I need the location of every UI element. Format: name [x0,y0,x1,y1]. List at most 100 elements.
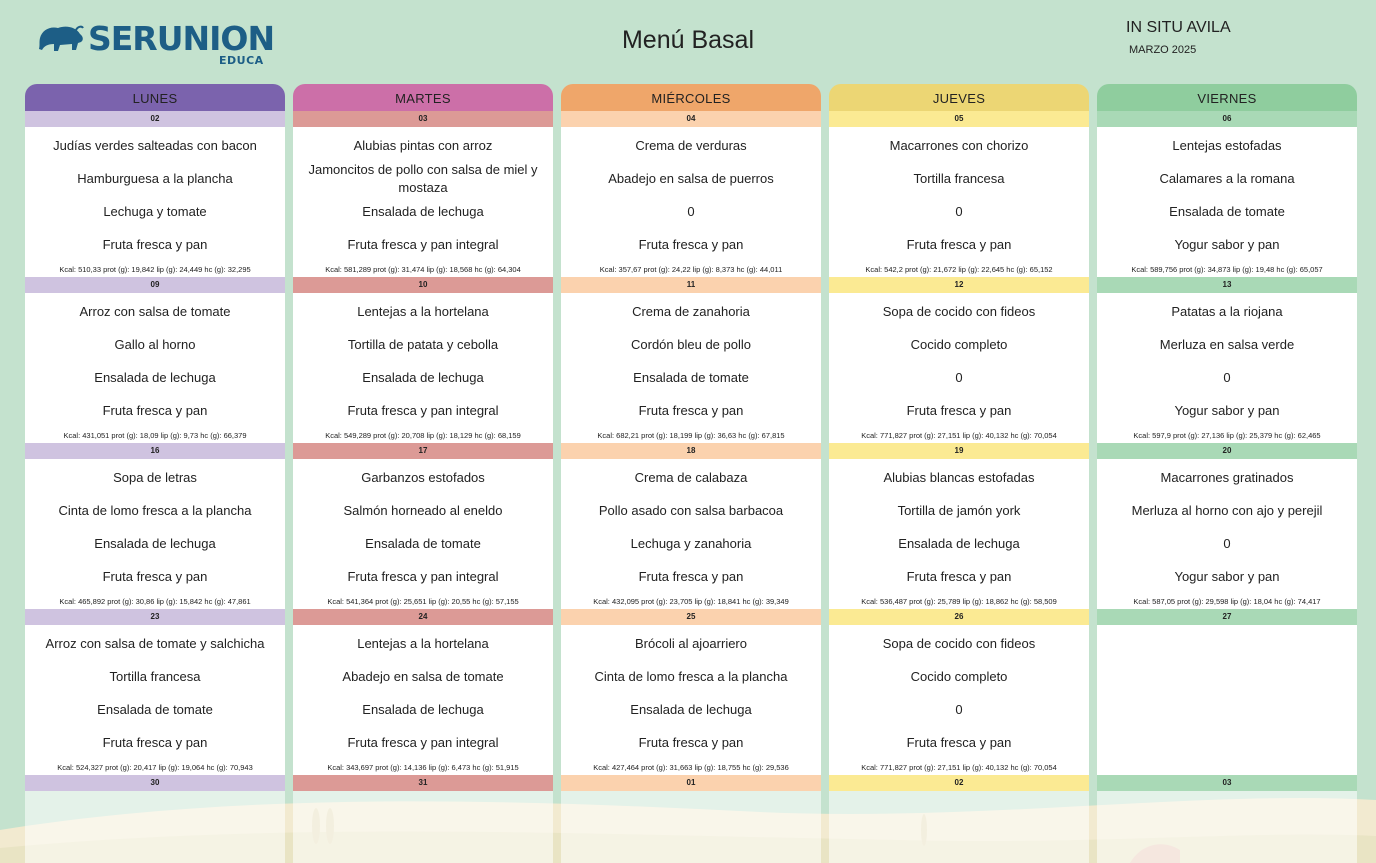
date-label: 13 [1097,277,1357,293]
day-cell: 05 Macarrones con chorizo Tortilla frances… [829,111,1089,277]
day-header: JUEVES [829,84,1089,111]
date-label: 03 [293,111,553,127]
menu-body: Sopa de cocido con fideos Cocido completo… [829,293,1089,443]
nutrition-info: Kcal: 549,289 prot (g): 20,708 lip (g): … [325,431,521,440]
menu-body: Crema de calabaza Pollo asado con salsa b… [561,459,821,609]
side-dish: Ensalada de lechuga [362,702,484,717]
first-course: Alubias blancas estofadas [883,470,1035,485]
side-dish: 0 [955,204,963,219]
first-course: Judías verdes salteadas con bacon [53,138,257,153]
date-label: 02 [829,775,1089,791]
side-dish: Ensalada de lechuga [362,204,484,219]
second-course: Abadejo en salsa de tomate [342,669,504,684]
page-header: SERUNION EDUCA Menú Basal IN SITU AVILA … [0,0,1376,84]
date-label: 01 [561,775,821,791]
second-course: Tortilla de patata y cebolla [347,337,499,352]
menu-body: Garbanzos estofados Salmón horneado al en… [293,459,553,609]
day-cell: 13 Patatas a la riojana Merluza en salsa v… [1097,277,1357,443]
second-course: Calamares a la romana [1159,171,1295,186]
day-cell: 11 Crema de zanahoria Cordón bleu de pollo… [561,277,821,443]
first-course: Sopa de letras [113,470,197,485]
menu-body [25,791,285,863]
dessert: Fruta fresca y pan [102,237,208,252]
month-label: MARZO 2025 [1129,44,1197,56]
nutrition-info: Kcal: 431,051 prot (g): 18,09 lip (g): 9… [63,431,247,440]
first-course: Crema de verduras [635,138,747,153]
dessert: Fruta fresca y pan [102,403,208,418]
menu-body: Alubias pintas con arroz Jamoncitos de po… [293,127,553,277]
date-label: 24 [293,609,553,625]
menu-body [1097,625,1357,775]
menu-body: Patatas a la riojana Merluza en salsa ver… [1097,293,1357,443]
nutrition-info: Kcal: 682,21 prot (g): 18,199 lip (g): 3… [597,431,785,440]
first-course: Lentejas a la hortelana [357,304,489,319]
day-cell: 02 Judías verdes salteadas con bacon Hambu… [25,111,285,277]
side-dish: Ensalada de tomate [365,536,481,551]
side-dish: Ensalada de lechuga [898,536,1020,551]
date-label: 30 [25,775,285,791]
nutrition-info: Kcal: 771,827 prot (g): 27,151 lip (g): … [861,431,1057,440]
side-dish: 0 [1223,536,1231,551]
dessert: Fruta fresca y pan [638,403,744,418]
first-course: Sopa de cocido con fideos [882,304,1036,319]
menu-body [1097,791,1357,863]
date-label: 05 [829,111,1089,127]
menu-body: Macarrones gratinados Merluza al horno co… [1097,459,1357,609]
dessert: Fruta fresca y pan integral [347,735,499,750]
side-dish: Lechuga y tomate [103,204,207,219]
second-course: Cinta de lomo fresca a la plancha [58,503,252,518]
side-dish: Ensalada de lechuga [630,702,752,717]
date-label: 25 [561,609,821,625]
date-label: 19 [829,443,1089,459]
second-course: Salmón horneado al eneldo [343,503,503,518]
nutrition-info: Kcal: 343,697 prot (g): 14,136 lip (g): … [327,763,519,772]
menu-body: Sopa de cocido con fideos Cocido completo… [829,625,1089,775]
first-course: Lentejas a la hortelana [357,636,489,651]
first-course: Crema de calabaza [634,470,748,485]
first-course: Macarrones con chorizo [889,138,1029,153]
second-course: Cordón bleu de pollo [631,337,751,352]
dessert: Yogur sabor y pan [1174,403,1280,418]
side-dish: 0 [1223,370,1231,385]
menu-body: Judías verdes salteadas con bacon Hamburg… [25,127,285,277]
side-dish: Ensalada de lechuga [94,370,216,385]
day-cell: 26 Sopa de cocido con fideos Cocido comple… [829,609,1089,775]
column-miercoles: MIÉRCOLES 04 Crema de verduras Abadejo en … [561,84,821,863]
menu-body: Crema de zanahoria Cordón bleu de pollo En… [561,293,821,443]
date-label: 04 [561,111,821,127]
second-course: Abadejo en salsa de puerros [608,171,774,186]
date-label: 26 [829,609,1089,625]
side-dish: 0 [955,702,963,717]
side-dish: Ensalada de tomate [97,702,213,717]
day-cell: 12 Sopa de cocido con fideos Cocido comple… [829,277,1089,443]
menu-body: Alubias blancas estofadas Tortilla de jam… [829,459,1089,609]
date-label: 03 [1097,775,1357,791]
second-course: Tortilla francesa [913,171,1005,186]
date-label: 20 [1097,443,1357,459]
serunion-logo: SERUNION EDUCA [36,20,276,70]
bison-icon [39,25,84,51]
day-cell: 25 Brócoli al ajoarriero Cinta de lomo fre… [561,609,821,775]
second-course: Merluza en salsa verde [1159,337,1295,352]
menu-body: Lentejas a la hortelana Abadejo en salsa … [293,625,553,775]
day-cell: 31 [293,775,553,863]
dessert: Fruta fresca y pan [638,237,744,252]
nutrition-info: Kcal: 524,327 prot (g): 20,417 lip (g): … [57,763,253,772]
first-course: Arroz con salsa de tomate y salchicha [45,636,265,651]
second-course: Cocido completo [910,337,1008,352]
second-course: Tortilla de jamón york [897,503,1021,518]
day-cell: 19 Alubias blancas estofadas Tortilla de j… [829,443,1089,609]
column-martes: MARTES 03 Alubias pintas con arroz Jamonci… [293,84,553,863]
first-course: Crema de zanahoria [632,304,750,319]
menu-body: Macarrones con chorizo Tortilla francesa 0… [829,127,1089,277]
menu-body [829,791,1089,863]
menu-body: Crema de verduras Abadejo en salsa de pue… [561,127,821,277]
day-header: MIÉRCOLES [561,84,821,111]
day-cell: 03 [1097,775,1357,863]
nutrition-info: Kcal: 771,827 prot (g): 27,151 lip (g): … [861,763,1057,772]
date-label: 09 [25,277,285,293]
day-cell: 01 [561,775,821,863]
nutrition-info: Kcal: 465,892 prot (g): 30,86 lip (g): 1… [59,597,251,606]
dessert: Fruta fresca y pan integral [347,403,499,418]
date-label: 18 [561,443,821,459]
